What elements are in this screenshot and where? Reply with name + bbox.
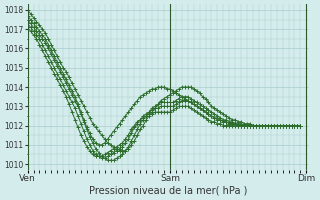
X-axis label: Pression niveau de la mer( hPa ): Pression niveau de la mer( hPa ): [89, 186, 248, 196]
